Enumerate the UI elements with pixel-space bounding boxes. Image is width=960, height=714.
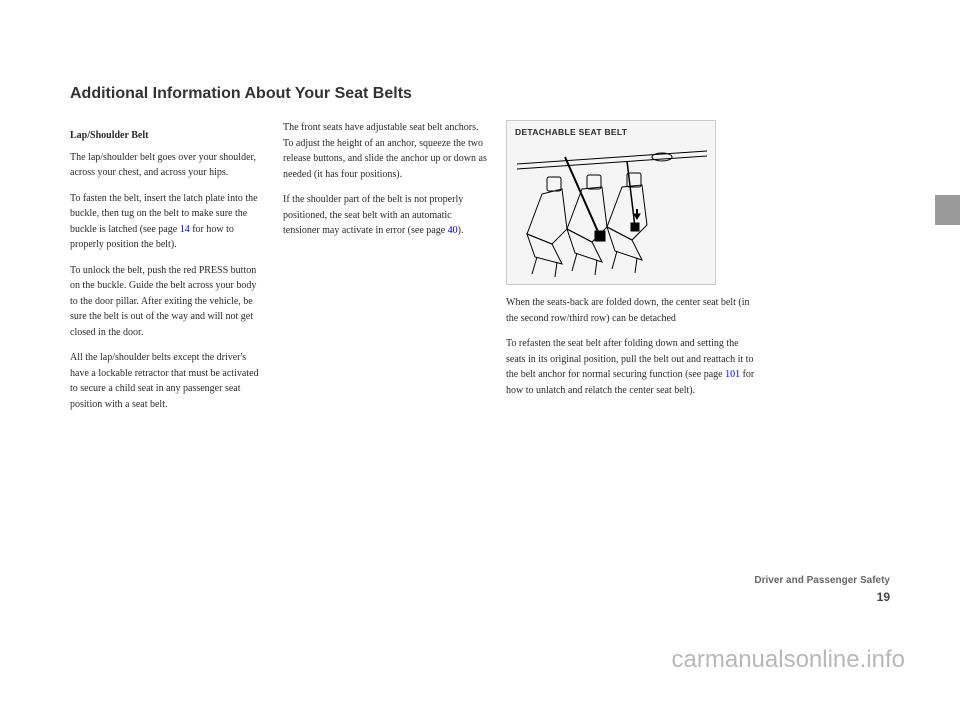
footer-page-number: 19 [754,590,890,604]
side-tab [935,195,960,225]
page-content: Lap/Shoulder Belt The lap/shoulder belt … [0,0,960,472]
para-c3-1: When the seats-back are folded down, the… [506,295,756,326]
para-c2-1: The front seats have adjustable seat bel… [283,120,488,182]
para-c1-4: All the lap/shoulder belts except the dr… [70,350,265,412]
text: If the shoulder part of the belt is not … [283,194,463,236]
column-2: The front seats have adjustable seat bel… [283,120,488,422]
para-c2-2: If the shoulder part of the belt is not … [283,192,488,239]
para-c1-1: The lap/shoulder belt goes over your sho… [70,150,265,181]
heading-lap-shoulder: Lap/Shoulder Belt [70,128,265,144]
seat-illustration [507,139,716,284]
text: To refasten the seat belt after folding … [506,338,753,380]
column-1: Lap/Shoulder Belt The lap/shoulder belt … [70,120,265,422]
page-link-40[interactable]: 40 [448,225,458,236]
column-3: DETACHABLE SEAT BELT [506,120,756,422]
seat-belt-diagram: DETACHABLE SEAT BELT [506,120,716,285]
para-c3-2: To refasten the seat belt after folding … [506,336,756,398]
diagram-label: DETACHABLE SEAT BELT [515,126,627,139]
page-link-14[interactable]: 14 [180,224,190,235]
para-c1-3: To unlock the belt, push the red PRESS b… [70,263,265,341]
text: ). [458,225,464,236]
section-title: Additional Information About Your Seat B… [70,85,412,103]
footer: Driver and Passenger Safety 19 [754,575,890,604]
footer-category: Driver and Passenger Safety [754,575,890,586]
para-c1-2: To fasten the belt, insert the latch pla… [70,191,265,253]
page-link-101[interactable]: 101 [725,369,740,380]
watermark: carmanualsonline.info [672,646,905,674]
